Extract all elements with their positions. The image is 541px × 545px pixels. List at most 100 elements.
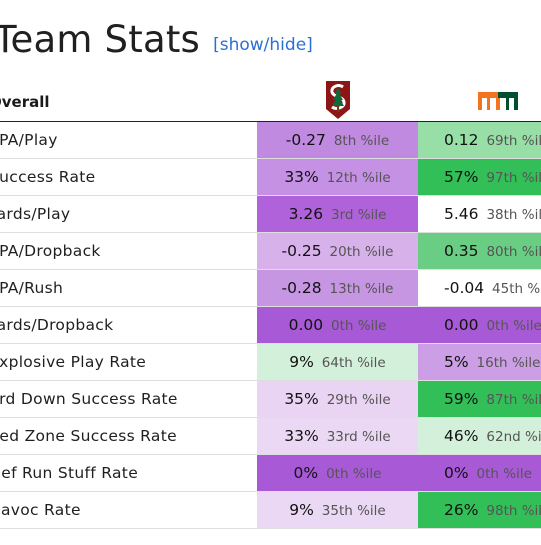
percentile-label: 0th %ile <box>486 318 541 334</box>
team2-stat-cell: 0% 0th %ile <box>418 454 541 492</box>
stat-label: Red Zone Success Rate <box>0 417 257 455</box>
stat-value: 0% <box>444 464 469 482</box>
show-hide-toggle[interactable]: [show/hide] <box>213 35 313 55</box>
percentile-label: 20th %ile <box>329 244 394 260</box>
stat-label: Yards/Dropback <box>0 306 257 344</box>
stat-cell-content: 57% 97th %ile <box>418 168 541 186</box>
percentile-label: 69th %ile <box>486 133 541 149</box>
team2-stat-cell: 5.46 38th %ile <box>418 195 541 233</box>
team1-stat-cell: 33% 12th %ile <box>257 158 418 196</box>
percentile-label: 0th %ile <box>331 318 387 334</box>
stat-value: -0.04 <box>444 279 485 297</box>
stat-label: Def Run Stuff Rate <box>0 454 257 492</box>
team-stats-body: EPA/Play -0.27 8th %ile 0.12 69th %ile Succ… <box>0 121 541 529</box>
team1-stat-cell: -0.27 8th %ile <box>257 121 418 159</box>
stat-value: 33% <box>284 427 319 445</box>
table-row: EPA/Rush -0.28 13th %ile -0.04 45th %ile <box>0 269 541 307</box>
team1-header <box>257 78 418 122</box>
stat-label: 3rd Down Success Rate <box>0 380 257 418</box>
stat-value: 9% <box>289 353 314 371</box>
stat-value: 0% <box>293 464 319 482</box>
stat-value: 35% <box>284 390 319 408</box>
table-row: EPA/Play -0.27 8th %ile 0.12 69th %ile <box>0 121 541 159</box>
stat-label: Success Rate <box>0 158 257 196</box>
stat-value: 5% <box>444 353 469 371</box>
stat-value: 0.12 <box>444 131 479 149</box>
stat-label: EPA/Dropback <box>0 232 257 270</box>
stat-label: EPA/Rush <box>0 269 257 307</box>
percentile-label: 45th %ile <box>492 281 541 297</box>
stat-cell-content: 9% 64th %ile <box>289 353 386 371</box>
stat-value: 26% <box>444 501 479 519</box>
table-row: Red Zone Success Rate 33% 33rd %ile 46% 62… <box>0 417 541 455</box>
stat-label: Havoc Rate <box>0 491 257 529</box>
stat-cell-content: 0.35 80th %ile <box>418 242 541 260</box>
team2-stat-cell: 5% 16th %ile <box>418 343 541 381</box>
team2-stat-cell: 59% 87th %ile <box>418 380 541 418</box>
percentile-label: 97th %ile <box>486 170 541 186</box>
stat-cell-content: -0.25 20th %ile <box>281 242 393 260</box>
percentile-label: 0th %ile <box>326 466 382 482</box>
stanford-logo-icon <box>325 80 350 119</box>
stat-value: 46% <box>444 427 479 445</box>
team2-stat-cell: 26% 98th %ile <box>418 491 541 529</box>
percentile-label: 16th %ile <box>476 355 541 371</box>
percentile-label: 62nd %ile <box>486 429 541 445</box>
stat-cell-content: 0% 0th %ile <box>294 464 382 482</box>
page-title: Team Stats <box>0 18 201 61</box>
team2-stat-cell: 0.35 80th %ile <box>418 232 541 270</box>
stat-cell-content: 9% 35th %ile <box>289 501 386 519</box>
stat-cell-content: 0% 0th %ile <box>418 464 541 482</box>
percentile-label: 38th %ile <box>486 207 541 223</box>
table-row: 3rd Down Success Rate 35% 29th %ile 59% 87… <box>0 380 541 418</box>
percentile-label: 0th %ile <box>476 466 532 482</box>
percentile-label: 29th %ile <box>326 392 391 408</box>
stat-value: 9% <box>289 501 314 519</box>
stat-cell-content: -0.04 45th %ile <box>418 279 541 297</box>
table-row: Def Run Stuff Rate 0% 0th %ile 0% 0th %ile <box>0 454 541 492</box>
team1-stat-cell: 9% 35th %ile <box>257 491 418 529</box>
percentile-label: 98th %ile <box>486 503 541 519</box>
team-stats-table: Overall <box>0 78 541 529</box>
stat-value: 33% <box>284 168 319 186</box>
team1-stat-cell: 35% 29th %ile <box>257 380 418 418</box>
table-row: Success Rate 33% 12th %ile 57% 97th %ile <box>0 158 541 196</box>
percentile-label: 8th %ile <box>333 133 390 149</box>
stat-cell-content: 26% 98th %ile <box>418 501 541 519</box>
table-row: EPA/Dropback -0.25 20th %ile 0.35 80th %il… <box>0 232 541 270</box>
stat-cell-content: 59% 87th %ile <box>418 390 541 408</box>
stat-cell-content: -0.28 13th %ile <box>281 279 393 297</box>
table-row: Explosive Play Rate 9% 64th %ile 5% 16th %… <box>0 343 541 381</box>
team1-stat-cell: 3.26 3rd %ile <box>257 195 418 233</box>
table-header-row: Overall <box>0 78 541 122</box>
stat-value: -0.28 <box>281 279 322 297</box>
percentile-label: 35th %ile <box>321 503 386 519</box>
table-row: Yards/Play 3.26 3rd %ile 5.46 38th %ile <box>0 195 541 233</box>
percentile-label: 3rd %ile <box>331 207 387 223</box>
stat-value: 59% <box>444 390 479 408</box>
percentile-label: 80th %ile <box>486 244 541 260</box>
title-row: Team Stats [show/hide] <box>0 18 313 61</box>
stat-value: 0.00 <box>288 316 324 334</box>
stat-cell-content: 0.00 0th %ile <box>418 316 541 334</box>
section-header: Overall <box>0 78 257 122</box>
stat-cell-content: 33% 33rd %ile <box>284 427 390 445</box>
team1-stat-cell: -0.28 13th %ile <box>257 269 418 307</box>
team1-stat-cell: -0.25 20th %ile <box>257 232 418 270</box>
table-row: Yards/Dropback 0.00 0th %ile 0.00 0th %ile <box>0 306 541 344</box>
stat-label: Explosive Play Rate <box>0 343 257 381</box>
section-header-label: Overall <box>0 92 50 111</box>
stat-cell-content: 5% 16th %ile <box>418 353 541 371</box>
stat-cell-content: -0.27 8th %ile <box>286 131 389 149</box>
percentile-label: 33rd %ile <box>326 429 391 445</box>
stat-label: Yards/Play <box>0 195 257 233</box>
stat-value: 0.35 <box>444 242 479 260</box>
stat-value: 0.00 <box>444 316 479 334</box>
team2-header <box>418 78 541 122</box>
stat-value: 5.46 <box>444 205 479 223</box>
team2-stat-cell: 57% 97th %ile <box>418 158 541 196</box>
stat-value: 3.26 <box>288 205 324 223</box>
stat-value: 57% <box>444 168 479 186</box>
table-row: Havoc Rate 9% 35th %ile 26% 98th %ile <box>0 491 541 529</box>
stat-cell-content: 33% 12th %ile <box>284 168 390 186</box>
